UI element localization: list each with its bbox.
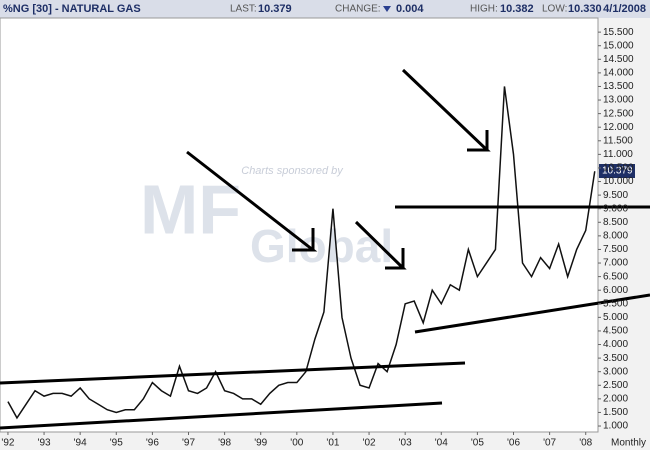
y-tick-label: 4.500 — [603, 326, 628, 337]
plot-area — [0, 17, 599, 433]
x-tick-label: '93 — [38, 438, 51, 449]
x-tick-label: '92 — [1, 438, 14, 449]
y-tick-label: 9.500 — [603, 190, 628, 201]
y-tick-label: 15.000 — [603, 40, 634, 51]
x-tick-label: '96 — [146, 438, 159, 449]
y-tick-label: 7.500 — [603, 244, 628, 255]
x-tick-label: '06 — [507, 438, 520, 449]
y-tick-label: 4.000 — [603, 339, 628, 350]
y-tick-label: 9.000 — [603, 203, 628, 214]
last: 10.379 — [258, 3, 292, 15]
y-tick-label: 6.000 — [603, 285, 628, 296]
x-tick-label: '01 — [326, 438, 339, 449]
y-tick-label: 2.500 — [603, 380, 628, 391]
low: 10.330 — [568, 3, 602, 15]
x-tick-label: '04 — [435, 438, 448, 449]
trendline — [414, 293, 650, 334]
y-tick-label: 13.500 — [603, 81, 634, 92]
y-tick-label: 5.000 — [603, 312, 628, 323]
y-tick-label: 13.000 — [603, 95, 634, 106]
trendline — [0, 361, 466, 385]
sponsor-logo-global: Global — [250, 220, 393, 272]
x-tick-label: '05 — [471, 438, 484, 449]
y-tick-label: 11.000 — [603, 149, 633, 160]
y-tick-label: 7.000 — [603, 258, 628, 269]
x-tick-label: '02 — [363, 438, 376, 449]
x-tick-label: '98 — [218, 438, 231, 449]
y-tick-label: 15.500 — [603, 27, 634, 38]
y-tick-label: 3.500 — [603, 353, 628, 364]
trendline — [0, 401, 443, 430]
y-tick-label: 12.000 — [603, 122, 634, 133]
x-tick-label: '03 — [399, 438, 412, 449]
x-tick-label: '94 — [74, 438, 87, 449]
down-arrow-icon — [383, 6, 391, 12]
header-bar — [0, 0, 650, 18]
high: 10.382 — [500, 3, 534, 15]
y-tick-label: 10.000 — [603, 176, 634, 187]
date: 4/1/2008 — [603, 3, 646, 15]
y-tick-label: 6.500 — [603, 271, 628, 282]
low-label: LOW: — [542, 4, 567, 15]
last-label: LAST: — [230, 4, 257, 15]
x-tick-label: '07 — [543, 438, 556, 449]
y-tick-label: 14.000 — [603, 68, 634, 79]
period: Monthly — [611, 438, 646, 449]
y-tick-label: 3.000 — [603, 366, 628, 377]
sponsor-logo-mf: MF — [140, 170, 241, 248]
change-label: CHANGE: — [335, 4, 381, 15]
high-label: HIGH: — [470, 4, 498, 15]
y-tick-label: 8.000 — [603, 231, 628, 242]
y-tick-label: 5.500 — [603, 298, 628, 309]
symbol: %NG [30] - NATURAL GAS — [3, 3, 141, 15]
x-tick-label: '00 — [290, 438, 303, 449]
price-line — [7, 86, 596, 420]
x-tick-label: '08 — [579, 438, 592, 449]
y-tick-label: 12.500 — [603, 108, 634, 119]
change: 0.004 — [396, 3, 424, 15]
last-price-box — [599, 164, 635, 178]
y-tick-label: 14.500 — [603, 54, 634, 65]
sponsor-text: Charts sponsored by — [241, 165, 344, 177]
y-tick-label: 10.500 — [603, 163, 634, 174]
y-tick-label: 1.000 — [603, 421, 628, 432]
y-tick-label: 11.500 — [603, 135, 633, 146]
x-tick-label: '99 — [254, 438, 267, 449]
y-tick-label: 2.000 — [603, 393, 628, 404]
y-tick-label: 1.500 — [603, 407, 628, 418]
last-price-label: 10.379 — [602, 166, 633, 177]
x-tick-label: '97 — [182, 438, 195, 449]
x-tick-label: '95 — [110, 438, 123, 449]
y-tick-label: 8.500 — [603, 217, 628, 228]
